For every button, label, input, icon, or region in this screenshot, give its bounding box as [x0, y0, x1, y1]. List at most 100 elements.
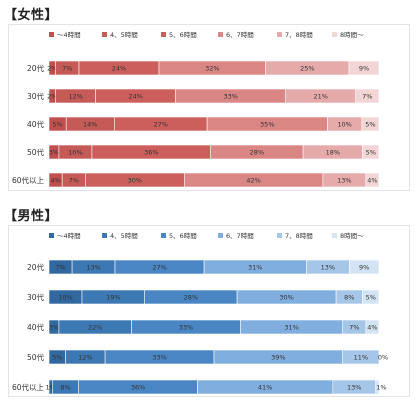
- data-label: 24%: [112, 65, 126, 73]
- data-label: 21%: [313, 93, 327, 101]
- data-label: 12%: [78, 354, 92, 362]
- legend-swatch: [218, 32, 223, 37]
- legend-label: 5、6時間: [169, 31, 197, 39]
- bar-segment: [375, 379, 380, 395]
- chart-panel-female: ～4時間 4、5時間 5、6時間 6、7時間 7、8時間 8時間～ 20代 2% 7% 24% 32…: [8, 24, 410, 191]
- data-label: 27%: [152, 264, 166, 272]
- category-label: 20代: [27, 63, 45, 73]
- data-label: 39%: [271, 354, 285, 362]
- data-label: 25%: [300, 65, 314, 73]
- data-label: 33%: [179, 324, 193, 332]
- legend-swatch: [332, 32, 337, 37]
- data-label: 14%: [83, 121, 97, 129]
- data-label: 32%: [205, 65, 219, 73]
- bar-row: 60代以上 1% 8% 36% 41% 13% 1%: [12, 379, 387, 395]
- legend-label: 6、7時間: [226, 31, 254, 39]
- legend-label: 6、7時間: [226, 232, 254, 240]
- data-label: 28%: [184, 294, 198, 302]
- legend-swatch: [102, 32, 107, 37]
- data-label: 30%: [279, 294, 293, 302]
- bar-segment: [348, 259, 380, 275]
- data-label: 7%: [62, 65, 72, 73]
- category-label: 40代: [27, 322, 45, 332]
- data-label: 42%: [246, 177, 260, 185]
- data-label: 5%: [366, 294, 376, 302]
- data-label: 24%: [128, 93, 142, 101]
- bar-segment: [362, 144, 380, 160]
- data-label: 5%: [366, 149, 376, 157]
- legend-swatch: [218, 233, 223, 238]
- legend-swatch: [49, 233, 54, 238]
- data-label: 13%: [86, 264, 100, 272]
- data-label: 31%: [248, 264, 262, 272]
- legend-swatch: [277, 233, 282, 238]
- data-label: 9%: [359, 264, 369, 272]
- data-label: 10%: [68, 149, 82, 157]
- bar-row: 50代 5% 12% 33% 39% 11% 0%: [27, 349, 388, 365]
- data-label: 13%: [347, 384, 361, 392]
- data-label: 5%: [52, 121, 62, 129]
- bar-row: 20代 2% 7% 24% 32% 25% 9%: [27, 60, 380, 76]
- bar-row: 30代 10% 19% 28% 30% 8% 5%: [27, 289, 380, 305]
- data-label: 1%: [376, 384, 386, 392]
- data-label: 4%: [367, 324, 377, 332]
- data-label: 19%: [106, 294, 120, 302]
- data-label: 3%: [49, 149, 59, 157]
- legend-swatch: [332, 233, 337, 238]
- legend: ～4時間 4、5時間 5、6時間 6、7時間 7、8時間 8時間～: [49, 232, 364, 240]
- data-label: 28%: [250, 149, 264, 157]
- legend: ～4時間 4、5時間 5、6時間 6、7時間 7、8時間 8時間～: [49, 31, 364, 39]
- data-label: 8%: [344, 294, 354, 302]
- data-label: 7%: [349, 324, 359, 332]
- bar-row: 40代 3% 22% 33% 31% 7% 4%: [27, 319, 380, 335]
- chart-title-male: 【男性】: [4, 209, 59, 224]
- data-label: 10%: [337, 121, 351, 129]
- bar-segment: [342, 349, 380, 365]
- bar-row: 20代 7% 13% 27% 31% 13% 9%: [27, 259, 380, 275]
- legend-label: 4、5時間: [110, 31, 138, 39]
- legend-label: ～4時間: [57, 31, 81, 39]
- legend-label: 8時間～: [340, 31, 364, 39]
- data-label: 5%: [52, 354, 62, 362]
- data-label: 4%: [367, 177, 377, 185]
- data-label: 27%: [153, 121, 167, 129]
- legend-label: 7、8時間: [285, 31, 313, 39]
- data-label: 7%: [362, 93, 372, 101]
- category-label: 20代: [27, 262, 45, 272]
- data-label: 3%: [49, 324, 59, 332]
- category-label: 60代以上: [12, 175, 45, 185]
- data-label: 35%: [260, 121, 274, 129]
- data-label: 5%: [365, 121, 375, 129]
- category-label: 60代以上: [12, 382, 45, 392]
- data-label: 8%: [60, 384, 70, 392]
- data-label: 30%: [128, 177, 142, 185]
- data-label: 33%: [223, 93, 237, 101]
- bar-row: 40代 5% 14% 27% 35% 10% 5%: [27, 116, 380, 132]
- data-label: 33%: [152, 354, 166, 362]
- legend-label: 4、5時間: [110, 232, 138, 240]
- bar-segment: [355, 88, 380, 104]
- data-label: 0%: [378, 354, 388, 362]
- legend-swatch: [161, 233, 166, 238]
- data-label: 13%: [337, 177, 351, 185]
- data-label: 4%: [50, 177, 60, 185]
- data-label: 36%: [131, 384, 145, 392]
- legend-swatch: [49, 32, 54, 37]
- category-label: 50代: [27, 147, 45, 157]
- bar-segment: [348, 60, 380, 76]
- data-label: 31%: [284, 324, 298, 332]
- category-label: 30代: [27, 292, 45, 302]
- legend-label: 7、8時間: [285, 232, 313, 240]
- bar-segment: [365, 319, 380, 335]
- data-label: 1%: [45, 384, 55, 392]
- data-label: 22%: [88, 324, 102, 332]
- legend-swatch: [277, 32, 282, 37]
- bar-segment: [362, 289, 380, 305]
- bar-row: 30代 2% 12% 24% 33% 21% 7%: [27, 88, 380, 104]
- data-label: 18%: [326, 149, 340, 157]
- bar-segment: [365, 172, 380, 188]
- data-label: 2%: [47, 65, 57, 73]
- legend-label: ～4時間: [57, 232, 81, 240]
- data-label: 7%: [55, 264, 65, 272]
- bar-row: 50代 3% 10% 36% 28% 18% 5%: [27, 144, 380, 160]
